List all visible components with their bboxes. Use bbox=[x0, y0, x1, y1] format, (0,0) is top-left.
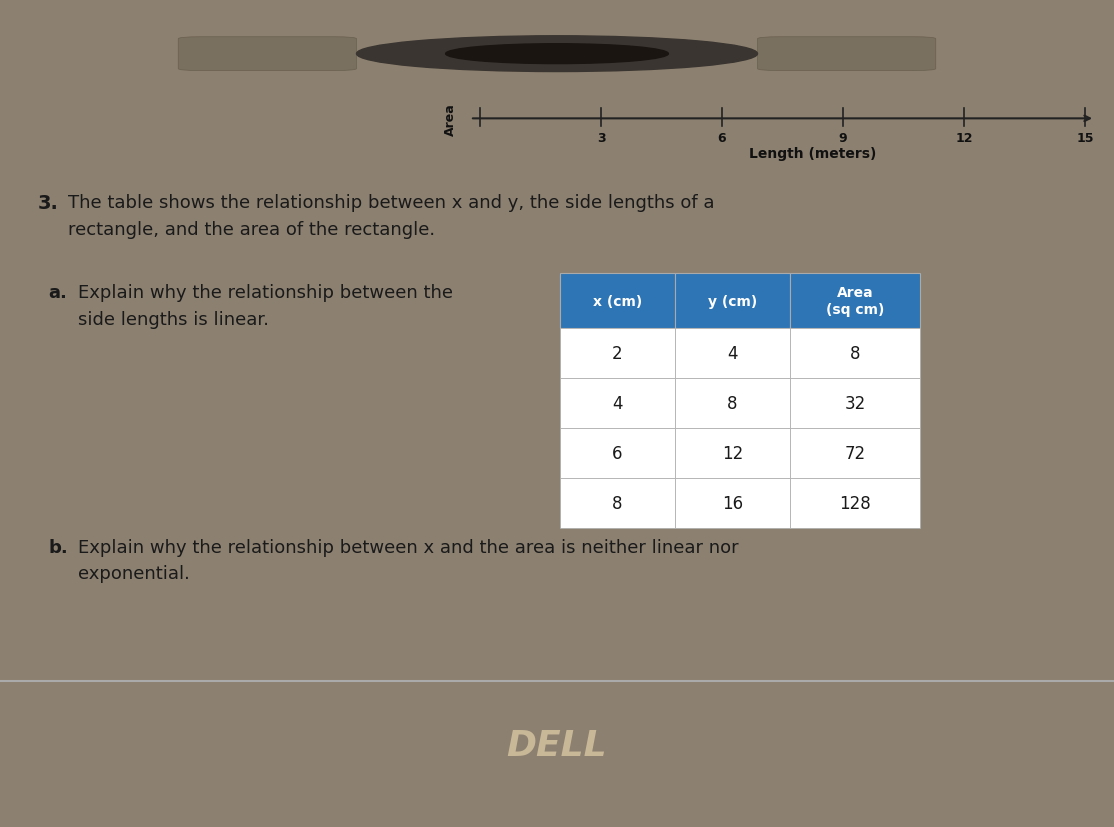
Bar bbox=[790, 379, 920, 428]
Text: 8: 8 bbox=[727, 394, 737, 413]
Bar bbox=[675, 379, 790, 428]
Text: 6: 6 bbox=[717, 132, 726, 146]
Text: 72: 72 bbox=[844, 445, 866, 462]
Text: 4: 4 bbox=[613, 394, 623, 413]
Bar bbox=[560, 274, 675, 329]
FancyBboxPatch shape bbox=[758, 38, 936, 71]
Text: x (cm): x (cm) bbox=[593, 294, 642, 308]
Text: 3.: 3. bbox=[38, 194, 59, 213]
Text: DELL: DELL bbox=[507, 728, 607, 762]
Bar bbox=[560, 428, 675, 479]
Bar bbox=[560, 379, 675, 428]
Text: b.: b. bbox=[48, 538, 68, 557]
Text: 6: 6 bbox=[613, 445, 623, 462]
Text: a.: a. bbox=[48, 284, 67, 302]
FancyBboxPatch shape bbox=[178, 38, 356, 71]
Bar bbox=[675, 428, 790, 479]
Text: 4: 4 bbox=[727, 345, 737, 363]
Circle shape bbox=[356, 36, 758, 73]
Text: 8: 8 bbox=[613, 495, 623, 513]
Text: 8: 8 bbox=[850, 345, 860, 363]
Bar bbox=[790, 428, 920, 479]
Bar bbox=[790, 479, 920, 528]
Text: 128: 128 bbox=[839, 495, 871, 513]
Text: Area: Area bbox=[443, 103, 457, 136]
Text: 32: 32 bbox=[844, 394, 866, 413]
Text: 12: 12 bbox=[955, 132, 973, 146]
Text: The table shows the relationship between x and y, the side lengths of a
rectangl: The table shows the relationship between… bbox=[68, 194, 714, 238]
Text: Length (meters): Length (meters) bbox=[749, 147, 877, 161]
Text: Area
(sq cm): Area (sq cm) bbox=[825, 285, 885, 317]
Bar bbox=[560, 479, 675, 528]
Text: 12: 12 bbox=[722, 445, 743, 462]
Text: 3: 3 bbox=[597, 132, 605, 146]
Text: y (cm): y (cm) bbox=[707, 294, 758, 308]
Bar bbox=[790, 274, 920, 329]
Bar bbox=[675, 274, 790, 329]
Circle shape bbox=[446, 45, 668, 65]
Text: Explain why the relationship between the
side lengths is linear.: Explain why the relationship between the… bbox=[78, 284, 453, 328]
Text: 9: 9 bbox=[839, 132, 848, 146]
Bar bbox=[560, 329, 675, 379]
Text: 15: 15 bbox=[1076, 132, 1094, 146]
Text: Explain why the relationship between x and the area is neither linear nor
expone: Explain why the relationship between x a… bbox=[78, 538, 739, 583]
Bar bbox=[790, 329, 920, 379]
Bar bbox=[675, 329, 790, 379]
Bar bbox=[675, 479, 790, 528]
Text: 2: 2 bbox=[613, 345, 623, 363]
Text: 16: 16 bbox=[722, 495, 743, 513]
